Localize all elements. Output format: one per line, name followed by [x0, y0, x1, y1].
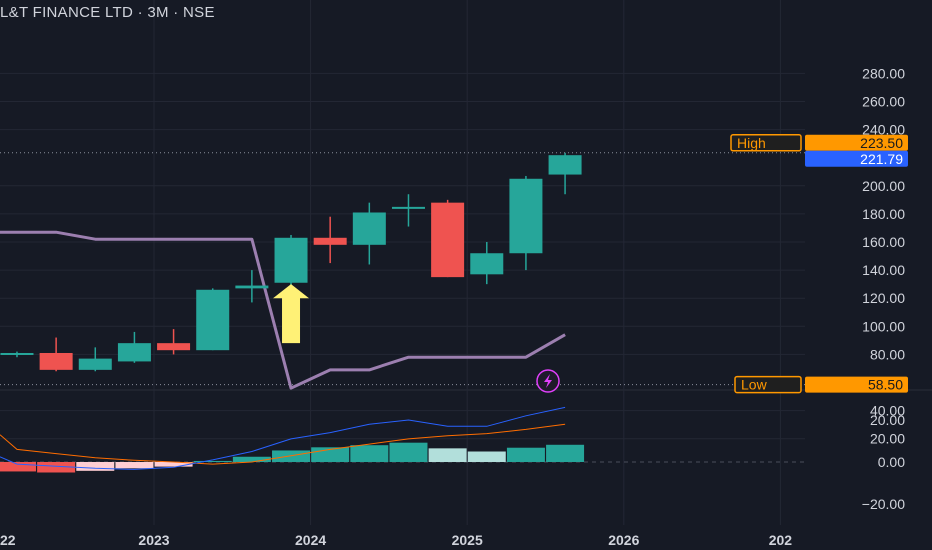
- candle-2022-01: [0, 351, 34, 358]
- candle-2022-10: [117, 331, 151, 363]
- histogram-bar: [506, 447, 545, 462]
- price-tick-label: 100.00: [862, 318, 905, 334]
- histogram-bar: [232, 456, 271, 462]
- candle-body: [235, 285, 269, 289]
- candle-body: [352, 212, 386, 245]
- candle-body: [39, 352, 73, 370]
- price-tick-label: 200.00: [862, 178, 905, 194]
- chart-title: L&T FINANCE LTD · 3M · NSE: [0, 4, 215, 21]
- histogram-bar: [350, 445, 389, 462]
- macd-line: [0, 406, 566, 470]
- candle-body: [117, 343, 151, 362]
- time-tick-label: 2026: [608, 532, 639, 548]
- low-value-badge: 58.50: [868, 377, 903, 393]
- time-tick-label: 2025: [452, 532, 483, 548]
- grid-lines: [0, 0, 932, 525]
- up-arrow-icon: [273, 284, 310, 344]
- time-tick-label: 202: [769, 532, 793, 548]
- candle-body: [274, 237, 308, 283]
- histogram-bar: [389, 442, 428, 462]
- high-value-badge-bg: [805, 134, 908, 151]
- time-tick-label: 2024: [295, 532, 326, 548]
- candle-2022-04: [39, 337, 73, 372]
- time-tick-label: 2023: [138, 532, 169, 548]
- price-tick-label: 40.00: [870, 403, 905, 419]
- histogram-bar: [115, 462, 154, 469]
- price-tick-label: 20.00: [870, 431, 905, 447]
- candle-body: [431, 202, 465, 278]
- candle-2024-01: [313, 216, 347, 264]
- price-axis[interactable]: 280.00 260.00 240.00 200.00 180.00 160.00 140.…: [862, 65, 905, 512]
- histogram-bar: [272, 450, 311, 462]
- high-label-badge: High: [737, 135, 766, 151]
- histogram-bar: [154, 462, 193, 467]
- up-arrow-shape: [273, 284, 310, 344]
- candle-2025-01: [470, 242, 504, 285]
- candle-body: [157, 343, 191, 351]
- last-price-badge: 221.79: [860, 151, 903, 167]
- macd-tick-label: 20.00: [870, 412, 905, 428]
- histogram-bar: [428, 448, 467, 462]
- price-tick-label: 120.00: [862, 290, 905, 306]
- candle-2023-07: [235, 270, 269, 303]
- time-tick-label: 22: [0, 532, 16, 548]
- candle-body: [470, 253, 504, 275]
- candle-2025-04: [509, 175, 543, 271]
- price-tick-label: 180.00: [862, 206, 905, 222]
- lightning-icon-bolt: [544, 374, 552, 388]
- price-tick-label: 140.00: [862, 262, 905, 278]
- low-label-border: [734, 375, 802, 394]
- histogram-bar: [37, 462, 76, 473]
- candle-2024-04: [352, 202, 386, 265]
- candle-body: [548, 155, 582, 175]
- candle-body: [196, 289, 230, 351]
- price-tick-label: 80.00: [870, 346, 905, 362]
- price-channel: [0, 230, 566, 390]
- macd-tick-label: −20.00: [862, 496, 905, 512]
- candle-2022-07: [78, 347, 112, 372]
- low-value-badge-bg: [805, 376, 908, 393]
- candle-2023-04: [196, 288, 230, 351]
- histogram-bar: [76, 462, 115, 471]
- high-label-border: [730, 134, 802, 152]
- histogram-bar: [193, 460, 232, 462]
- candle-body: [78, 358, 112, 370]
- low-label-badge-bg: [735, 376, 801, 393]
- macd-pane: [0, 406, 805, 473]
- candle-body: [0, 352, 34, 355]
- histogram-bar: [0, 462, 36, 472]
- candle-body: [391, 206, 425, 209]
- candle-body: [313, 237, 347, 245]
- last-price-badge-bg: [805, 150, 908, 167]
- price-tick-label: 160.00: [862, 234, 905, 250]
- candle-2024-10: [431, 199, 465, 278]
- signal-line: [0, 423, 566, 465]
- candle-body: [509, 178, 543, 254]
- price-tick-label: 280.00: [862, 65, 905, 81]
- histogram-bar: [467, 451, 506, 462]
- candle-2024-07: [391, 194, 425, 227]
- low-label-badge: Low: [741, 377, 768, 393]
- candle-2025-07: [548, 152, 582, 195]
- candle-2023-01: [157, 329, 191, 355]
- high-label-badge-bg: [731, 134, 801, 151]
- candle-2023-10: [274, 234, 308, 289]
- lightning-icon[interactable]: [536, 369, 560, 393]
- price-tick-label: 240.00: [862, 122, 905, 138]
- time-axis[interactable]: 22 2023 2024 2025 2026 202: [0, 532, 792, 548]
- candlestick-series: [0, 152, 582, 372]
- price-tick-label: 260.00: [862, 94, 905, 110]
- macd-tick-label: 0.00: [878, 454, 905, 470]
- histogram-bar: [546, 444, 585, 462]
- high-value-badge: 223.50: [860, 135, 903, 151]
- channel-line: [0, 230, 566, 390]
